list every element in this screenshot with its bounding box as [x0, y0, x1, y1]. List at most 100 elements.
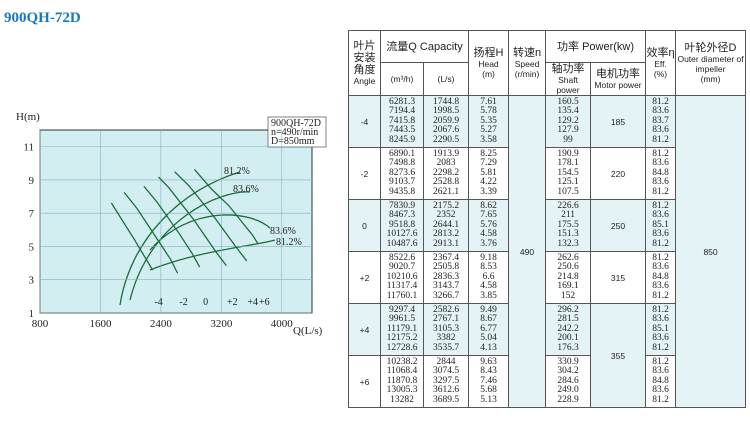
- cell-value: 7.61: [480, 96, 497, 107]
- cell-value: 11179.1: [386, 323, 418, 334]
- cell-value: 13282: [390, 394, 414, 405]
- cell-value: 10238.2: [386, 356, 418, 367]
- note-line: n=490r/min: [271, 127, 318, 138]
- cell-value: 83.6: [652, 262, 669, 273]
- cell-value: 7498.8: [388, 158, 416, 169]
- table-row: +2 8522.6 9020.7 10210.6 11317.4 11760.1 2367.…: [348, 251, 746, 304]
- cell-value: 2298.2: [432, 167, 460, 178]
- head-curve: [157, 176, 227, 266]
- cell-value: 2582.6: [432, 304, 460, 315]
- header-cell: 轴功率 Shaft power: [545, 62, 592, 96]
- table-cell: 1744.8 1998.5 2059.9 2067.6 2290.5: [422, 95, 470, 148]
- cell-value: 176.3: [557, 342, 579, 353]
- header-text: 电机功率: [596, 68, 641, 80]
- head-curve: [123, 191, 179, 274]
- table-cell: 355: [590, 303, 647, 408]
- cell-value: 3612.6: [432, 385, 460, 396]
- table-cell: 6281.3 7194.4 7415.8 7443.5 8245.9: [380, 95, 424, 148]
- x-axis-label: Q(L/s): [293, 325, 323, 337]
- cell-value: 12728.6: [386, 342, 418, 353]
- cell-value: 1913.9: [432, 148, 460, 159]
- cell-value: 2352: [436, 210, 456, 221]
- table-cell: 2175.2 2352 2644.1 2813.2 2913.1: [422, 199, 470, 252]
- cell-value: 250: [610, 220, 626, 231]
- cell-value: 6.6: [482, 271, 495, 282]
- header-text: 流量Q Capacity: [386, 40, 463, 53]
- table-cell: 6890.1 7498.8 8273.6 9103.7 9435.8: [380, 147, 424, 200]
- cell-value: 2083: [436, 158, 456, 169]
- cell-value: -4: [360, 116, 369, 127]
- cell-value: 304.2: [557, 366, 579, 377]
- cell-value: 228.9: [557, 394, 579, 405]
- cell-value: 11317.4: [386, 281, 418, 292]
- cell-value: 12175.2: [386, 333, 418, 344]
- cell-value: 83.6: [652, 229, 669, 240]
- x-tick-label: 4000: [271, 318, 294, 330]
- cell-value: 175.5: [557, 219, 579, 230]
- cell-value: 83.6: [652, 366, 669, 377]
- cell-value: 8467.3: [388, 210, 416, 221]
- cell-value: 4.13: [480, 342, 497, 353]
- table-cell: 262.6 250.6 214.8 169.1 152: [545, 251, 592, 304]
- cell-value: 4.58: [480, 281, 497, 292]
- efficiency-label: 81.2%: [224, 166, 250, 177]
- cell-value: 7.46: [480, 375, 497, 386]
- cell-value: +4: [359, 324, 370, 335]
- cell-value: 81.2: [652, 186, 669, 197]
- cell-value: 169.1: [557, 281, 579, 292]
- cell-value: 242.2: [557, 323, 579, 334]
- cell-value: 5.04: [480, 333, 497, 344]
- cell-value: 5.35: [480, 115, 497, 126]
- cell-value: 11870.8: [386, 375, 418, 386]
- cell-value: 81.2: [652, 200, 669, 211]
- table-cell: 10238.2 11068.4 11870.8 13005.3 13282: [380, 355, 424, 408]
- cell-value: 284.6: [557, 375, 579, 386]
- cell-value: 81.2: [652, 134, 669, 145]
- table-cell: 9.18 8.53 6.6 4.58 3.85: [468, 251, 510, 304]
- header-cell: (L/s): [422, 62, 470, 96]
- cell-value: 262.6: [557, 252, 579, 263]
- cell-value: 2913.1: [432, 238, 460, 249]
- table-cell: 296.2 281.5 242.2 200.1 176.3: [545, 303, 592, 356]
- cell-value: 330.9: [557, 356, 579, 367]
- cell-value: 7.65: [480, 210, 497, 221]
- cell-value: 211: [561, 210, 575, 221]
- cell-value: 81.2: [652, 238, 669, 249]
- cell-value: 83.6: [652, 281, 669, 292]
- cell-value: 81.2: [652, 356, 669, 367]
- header-text: (mm): [700, 74, 721, 84]
- cell-value: 9103.7: [388, 177, 416, 188]
- head-curve: [110, 202, 154, 271]
- cell-value: 1744.8: [432, 96, 460, 107]
- cell-value: 83.6: [652, 106, 669, 117]
- cell-value: 2367.4: [432, 252, 460, 263]
- cell-value: 850: [703, 246, 718, 257]
- cell-value: 5.68: [480, 385, 497, 396]
- header-text: (L/s): [437, 74, 455, 84]
- table-cell: 190.9 178.1 154.5 125.1 107.5: [545, 147, 592, 200]
- cell-value: 226.6: [557, 200, 579, 211]
- cell-value: 5.76: [480, 219, 497, 230]
- header-text: Speed: [514, 59, 540, 69]
- table-cell: 81.2 83.6 84.8 83.6 81.2: [645, 251, 677, 304]
- header-text: 轴功率: [551, 63, 585, 75]
- cell-value: 2767.1: [432, 314, 460, 325]
- cell-value: 2836.3: [432, 271, 460, 282]
- cell-value: 81.2: [652, 290, 669, 301]
- cell-value: 190.9: [557, 148, 579, 159]
- cell-value: 10127.6: [386, 229, 418, 240]
- cell-value: 7415.8: [388, 115, 416, 126]
- header-text: 转速n: [512, 47, 542, 59]
- table-cell: 490: [508, 95, 547, 408]
- cell-value: 281.5: [557, 314, 579, 325]
- cell-value: 9.49: [480, 304, 497, 315]
- curve-label: +4: [247, 297, 258, 308]
- cell-value: 296.2: [557, 304, 579, 315]
- cell-value: 2813.2: [432, 229, 460, 240]
- cell-value: 2059.9: [432, 115, 460, 126]
- table-cell: 330.9 304.2 284.6 249.0 228.9: [545, 355, 592, 408]
- cell-value: 129.2: [557, 115, 579, 126]
- header-text: (r/min): [514, 69, 540, 79]
- cell-value: 5.81: [480, 167, 497, 178]
- cell-value: 81.2: [652, 304, 669, 315]
